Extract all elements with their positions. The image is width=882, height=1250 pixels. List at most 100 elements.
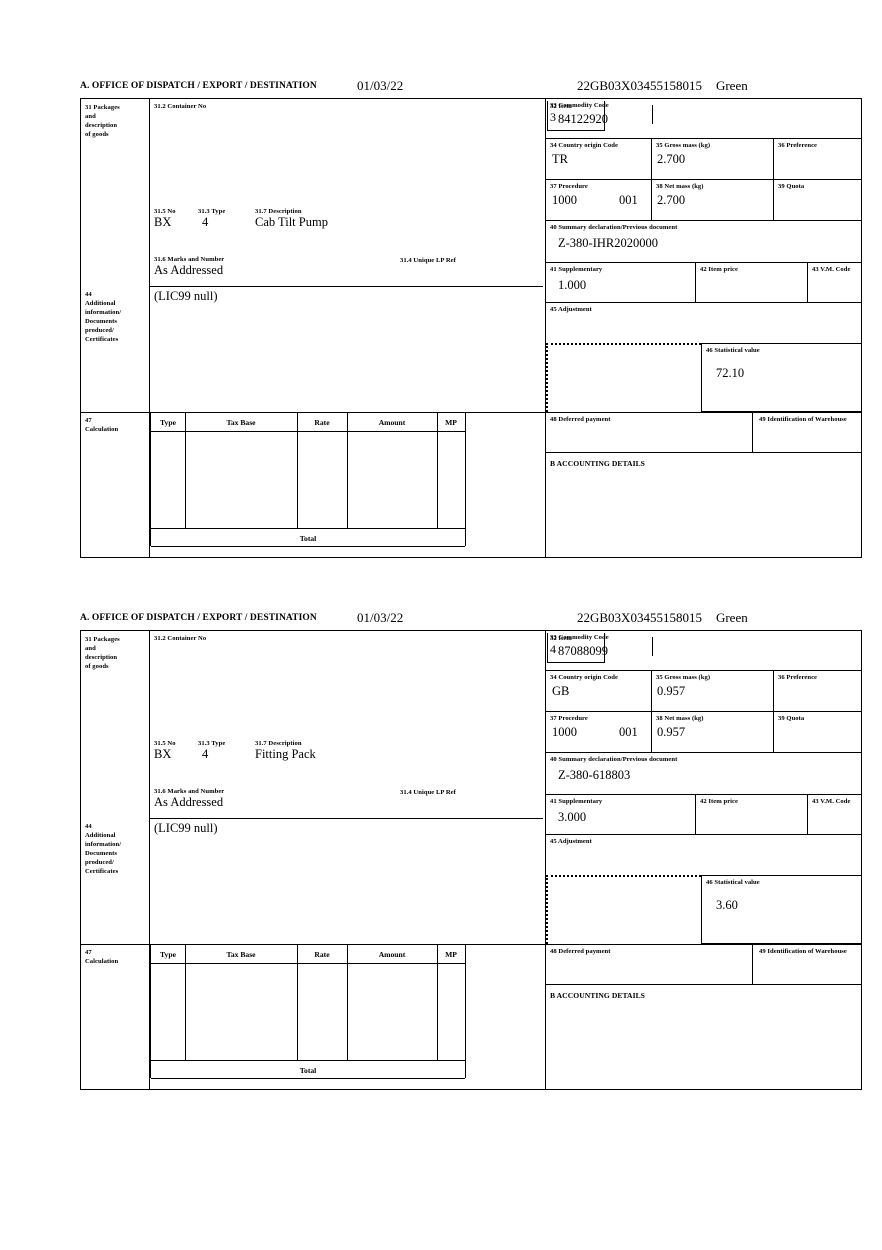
box37-value-2: 1000 bbox=[552, 725, 577, 739]
box43-vm-code-2: 43 V.M. Code bbox=[808, 795, 861, 835]
calc-col-taxbase-1: Tax Base bbox=[226, 418, 256, 427]
box40-label-2: 40 Summary declaration/Previous document bbox=[550, 756, 678, 763]
box48-label-2: 48 Deferred payment bbox=[550, 948, 611, 955]
box43-label-2: 43 V.M. Code bbox=[812, 798, 851, 805]
box41-label-2: 41 Supplementary bbox=[550, 798, 603, 805]
box38-net-mass-1: 38 Net mass (kg) 2.700 bbox=[652, 180, 774, 221]
box33-value-2: 87088099 bbox=[558, 644, 608, 658]
calc-col-type-1: Type bbox=[160, 418, 176, 427]
lane-badge-2: Green bbox=[715, 610, 748, 625]
box38-net-mass-2: 38 Net mass (kg) 0.957 bbox=[652, 712, 774, 753]
separator-box44-1 bbox=[150, 286, 543, 287]
boxB-label-2: B ACCOUNTING DETAILS bbox=[550, 991, 645, 1000]
box41-supplementary-2: 41 Supplementary 3.000 bbox=[546, 795, 696, 835]
separator-box47-1 bbox=[81, 412, 861, 413]
box35-label-2: 35 Gross mass (kg) bbox=[656, 674, 711, 681]
separator-box44-2 bbox=[150, 818, 543, 819]
box33-commodity-code-1: 33 Commodity Code 84122920 bbox=[546, 99, 861, 139]
box35-value-2: 0.957 bbox=[657, 684, 686, 698]
box37-label-2: 37 Procedure bbox=[550, 715, 588, 722]
calc-divider-2a bbox=[185, 945, 186, 1060]
box37-procedure-2: 37 Procedure 1000 001 bbox=[546, 712, 652, 753]
box45-adjustment-1: 45 Adjustment bbox=[546, 303, 861, 343]
packages-description-value-1: Cab Tilt Pump bbox=[255, 215, 328, 229]
box37-additional-value-2: 001 bbox=[619, 725, 638, 739]
box31-packages-2: 31.2 Container No 31.5 No 31.3 Type 31.7… bbox=[150, 631, 861, 818]
box35-gross-mass-1: 35 Gross mass (kg) 2.700 bbox=[652, 139, 774, 180]
calc-divider-1c bbox=[347, 413, 348, 528]
box43-vm-code-1: 43 V.M. Code bbox=[808, 263, 861, 303]
box35-value-1: 2.700 bbox=[657, 152, 686, 166]
sheet-header-2: A. OFFICE OF DISPATCH / EXPORT / DESTINA… bbox=[80, 610, 862, 630]
box45-dotted-subarea-2 bbox=[546, 875, 701, 944]
calc-divider-2d bbox=[437, 945, 438, 1060]
packages-type-label-1: 31.3 Type bbox=[198, 208, 226, 215]
box37-additional-value-1: 001 bbox=[619, 193, 638, 207]
calc-col-amount-2: Amount bbox=[378, 950, 406, 959]
packages-description-value-2: Fitting Pack bbox=[255, 747, 316, 761]
packages-no-value-1: BX bbox=[154, 215, 172, 229]
marks-label-1: 31.6 Marks and Number bbox=[154, 256, 225, 263]
office-label-1: A. OFFICE OF DISPATCH / EXPORT / DESTINA… bbox=[80, 81, 317, 91]
box36-label-1: 36 Preference bbox=[778, 142, 818, 149]
box36-label-2: 36 Preference bbox=[778, 674, 818, 681]
box32-label-2: 32 Item bbox=[550, 635, 572, 642]
declaration-sheet-2: A. OFFICE OF DISPATCH / EXPORT / DESTINA… bbox=[80, 610, 862, 1090]
box33-divider-tick-2 bbox=[652, 637, 653, 656]
box34-value-2: GB bbox=[552, 684, 570, 698]
box33-value-1: 84122920 bbox=[558, 112, 608, 126]
mrn-1: 22GB03X03455158015 Green bbox=[577, 78, 748, 94]
box37-value-1: 1000 bbox=[552, 193, 577, 207]
box42-item-price-2: 42 Item price bbox=[696, 795, 808, 835]
box32-value-1: 3 bbox=[550, 110, 556, 124]
box45-dotted-subarea-1 bbox=[546, 343, 701, 412]
box34-country-origin-1: 34 Country origin Code TR bbox=[546, 139, 652, 180]
box31-spine-label-2: 31 Packages and description of goods bbox=[85, 636, 120, 670]
box46-label-1: 46 Statistical value bbox=[706, 347, 760, 354]
box34-country-origin-2: 34 Country origin Code GB bbox=[546, 671, 652, 712]
mrn-value-2: 22GB03X03455158015 bbox=[577, 610, 702, 625]
box40-previous-document-1: 40 Summary declaration/Previous document… bbox=[546, 221, 861, 263]
declaration-sheet-1: A. OFFICE OF DISPATCH / EXPORT / DESTINA… bbox=[80, 78, 862, 558]
boxB-accounting-details-1: B ACCOUNTING DETAILS bbox=[546, 453, 861, 557]
box33-commodity-code-2: 33 Commodity Code 87088099 bbox=[546, 631, 861, 671]
box41-supplementary-1: 41 Supplementary 1.000 bbox=[546, 263, 696, 303]
sheet-header-1: A. OFFICE OF DISPATCH / EXPORT / DESTINA… bbox=[80, 78, 862, 98]
box42-item-price-1: 42 Item price bbox=[696, 263, 808, 303]
box42-label-1: 42 Item price bbox=[700, 266, 739, 273]
spine-column-1: 31 Packages and description of goods 44 … bbox=[81, 99, 150, 557]
packages-type-value-2: 4 bbox=[202, 747, 209, 761]
packages-no-value-2: BX bbox=[154, 747, 172, 761]
right-column-1: 33 Commodity Code 84122920 34 Country or… bbox=[545, 99, 861, 557]
box44-spine-label-1: 44 Additional information/ Documents pro… bbox=[85, 291, 122, 343]
box38-label-1: 38 Net mass (kg) bbox=[656, 183, 704, 190]
box35-label-1: 35 Gross mass (kg) bbox=[656, 142, 711, 149]
box35-gross-mass-2: 35 Gross mass (kg) 0.957 bbox=[652, 671, 774, 712]
box49-warehouse-1: 49 Identification of Warehouse bbox=[753, 412, 861, 453]
box47-spine-label-1: 47 Calculation bbox=[85, 417, 119, 433]
declaration-date-1: 01/03/22 bbox=[357, 78, 404, 93]
office-label-2: A. OFFICE OF DISPATCH / EXPORT / DESTINA… bbox=[80, 613, 317, 623]
box37-label-1: 37 Procedure bbox=[550, 183, 588, 190]
mrn-value-1: 22GB03X03455158015 bbox=[577, 78, 702, 93]
box47-calculation-table-1: Type Tax Base Rate Amount MP Total bbox=[150, 412, 466, 547]
box34-value-1: TR bbox=[552, 152, 568, 166]
box33-label-2: 33 Commodity Code bbox=[550, 634, 609, 641]
calc-col-taxbase-2: Tax Base bbox=[226, 950, 256, 959]
box36-preference-2: 36 Preference bbox=[774, 671, 861, 712]
box49-label-2: 49 Identification of Warehouse bbox=[759, 948, 847, 955]
box32-value-2: 4 bbox=[550, 642, 556, 656]
box37-procedure-1: 37 Procedure 1000 001 bbox=[546, 180, 652, 221]
box41-value-2: 3.000 bbox=[558, 810, 587, 824]
container-no-label-1: 31.2 Container No bbox=[154, 103, 207, 110]
boxB-label-1: B ACCOUNTING DETAILS bbox=[550, 459, 645, 468]
box46-value-2: 3.60 bbox=[716, 898, 738, 912]
box40-value-2: Z-380-618803 bbox=[558, 768, 631, 782]
box31-spine-label-1: 31 Packages and description of goods bbox=[85, 104, 120, 138]
box33-label-1: 33 Commodity Code bbox=[550, 102, 609, 109]
box45-label-2: 45 Adjustment bbox=[550, 838, 592, 845]
box43-label-1: 43 V.M. Code bbox=[812, 266, 851, 273]
box48-deferred-payment-1: 48 Deferred payment bbox=[546, 412, 753, 453]
calculation-header-row-1: Type Tax Base Rate Amount MP bbox=[151, 413, 465, 432]
